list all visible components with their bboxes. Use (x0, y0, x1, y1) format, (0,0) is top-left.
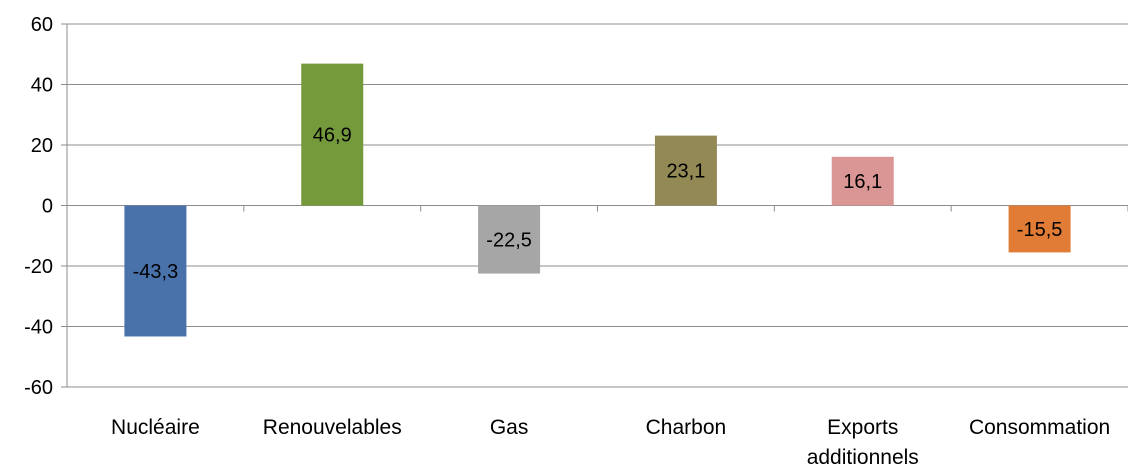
y-tick-label: -60 (24, 377, 53, 399)
data-label-5: -15,5 (1017, 219, 1063, 241)
labels: 60 40 20 0 -20 -40 -60 -43,3 Nucléaire 46,9 Renouv… (24, 14, 1110, 469)
y-tick-label: -20 (24, 256, 53, 278)
y-tick-label: 40 (31, 75, 53, 97)
category-label-2: Gas (490, 416, 529, 439)
data-label-1: 46,9 (313, 125, 352, 147)
y-tick-label: 20 (31, 135, 53, 157)
category-label-0: Nucléaire (111, 416, 200, 439)
bar-1 (301, 63, 364, 206)
bars (124, 63, 1071, 337)
data-label-3: 23,1 (666, 161, 705, 183)
y-tick-label: -40 (24, 317, 53, 339)
bar-4 (831, 156, 894, 206)
bar-2 (478, 205, 541, 274)
bar-0 (124, 205, 187, 337)
category-label-3: Charbon (646, 416, 727, 439)
data-label-4: 16,1 (843, 171, 882, 193)
category-label-1: Renouvelables (263, 416, 402, 439)
data-label-2: -22,5 (486, 230, 532, 252)
y-tick-label: 0 (42, 196, 53, 218)
axes (61, 23, 1128, 388)
data-label-0: -43,3 (133, 261, 179, 283)
bar-5 (1008, 205, 1071, 253)
category-label-5: Consommation (969, 416, 1110, 439)
bar-3 (654, 135, 717, 206)
category-label-4: Exports additionnels (807, 416, 919, 469)
y-tick-label: 60 (31, 14, 53, 36)
